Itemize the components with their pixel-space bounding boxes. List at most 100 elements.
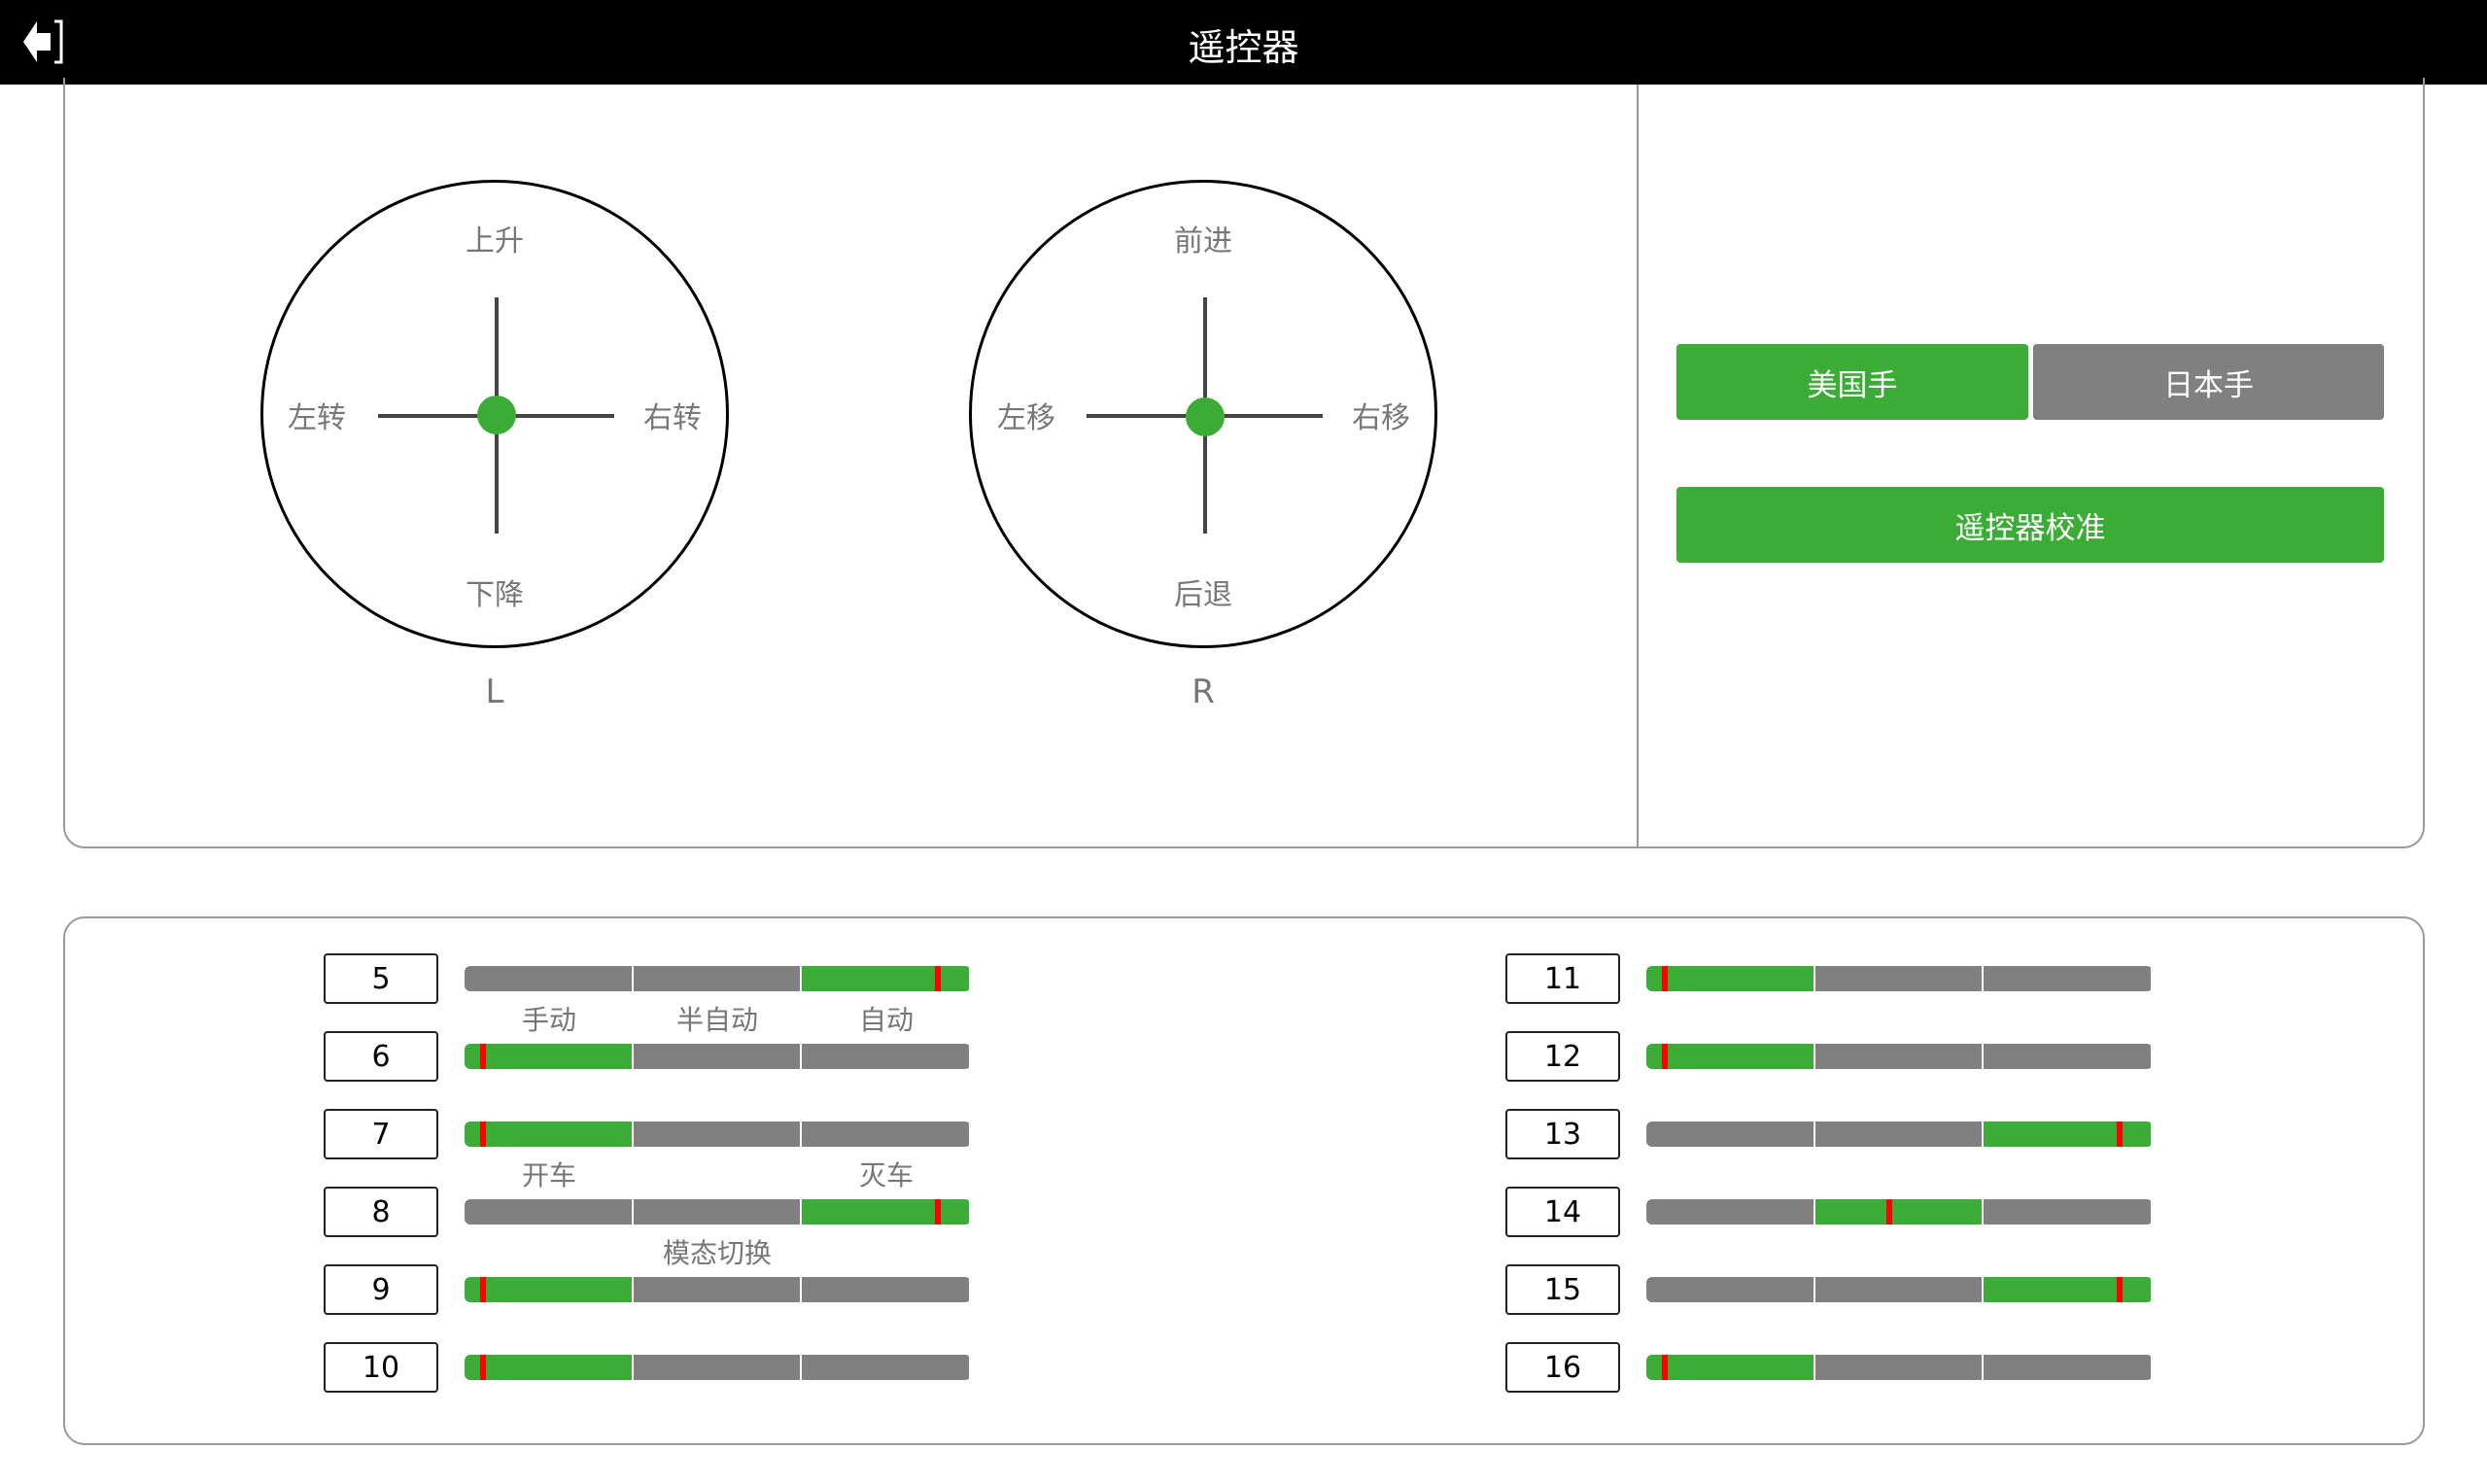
ch5-label-auto: 自动 (858, 1004, 915, 1036)
channel-10-label: 10 (324, 1342, 438, 1393)
bar-segment (465, 1044, 634, 1069)
header-bar: 遥控器 (0, 0, 2487, 85)
channel-value-marker (935, 966, 942, 991)
channel-14-bar (1646, 1199, 2153, 1225)
bar-segment (465, 1122, 634, 1147)
channel-16-bar (1646, 1355, 2153, 1380)
american-mode-button[interactable]: 美国手 (1676, 344, 2028, 420)
channel-11-label: 11 (1505, 953, 1620, 1004)
bar-segment (1814, 966, 1985, 991)
right-left-label: 左移 (997, 401, 1055, 435)
left-up-label: 上升 (466, 224, 524, 259)
panel-divider (1637, 85, 1639, 847)
bar-segment (802, 1044, 971, 1069)
channel-7-bar (465, 1122, 971, 1147)
bar-segment (1984, 966, 2153, 991)
left-stick-circle (260, 180, 729, 648)
left-left-label: 左转 (288, 401, 346, 435)
left-stick-name: L (485, 673, 504, 711)
bar-segment (1814, 1044, 1985, 1069)
right-right-label: 右移 (1352, 401, 1410, 435)
bar-segment (802, 1199, 971, 1225)
channel-value-marker (1661, 1044, 1668, 1069)
channel-14-label: 14 (1505, 1187, 1620, 1237)
bar-segment (1646, 1044, 1815, 1069)
bar-segment (1984, 1122, 2153, 1147)
bar-segment (1814, 1122, 1985, 1147)
channel-16-label: 16 (1505, 1342, 1620, 1393)
calibrate-button[interactable]: 遥控器校准 (1676, 487, 2384, 563)
channel-value-marker (1661, 1355, 1668, 1380)
channel-value-marker (2117, 1277, 2124, 1302)
left-stick-position (477, 396, 516, 434)
right-stick-name: R (1192, 673, 1215, 711)
bar-segment (1646, 1355, 1815, 1380)
bar-segment (465, 1277, 634, 1302)
bar-segment (1984, 1277, 2153, 1302)
bar-segment (1814, 1277, 1985, 1302)
bar-segment (1984, 1199, 2153, 1225)
left-right-label: 右转 (643, 401, 702, 435)
channel-6-label: 6 (324, 1031, 438, 1082)
ch7-label-stop: 灭车 (858, 1159, 915, 1191)
channel-12-bar (1646, 1044, 2153, 1069)
left-down-label: 下降 (466, 578, 524, 612)
ch5-label-semi-auto: 半自动 (675, 1004, 759, 1036)
ch8-label-mode-switch: 模态切换 (662, 1237, 773, 1269)
channel-7-label: 7 (324, 1109, 438, 1159)
channel-value-marker (479, 1044, 486, 1069)
bar-segment (465, 966, 634, 991)
ch5-label-manual: 手动 (521, 1004, 577, 1036)
channel-15-label: 15 (1505, 1264, 1620, 1315)
bar-segment (1646, 1199, 1815, 1225)
bar-segment (633, 966, 803, 991)
channel-value-marker (1661, 966, 1668, 991)
channel-11-bar (1646, 966, 2153, 991)
channel-value-marker (1886, 1199, 1893, 1225)
bar-segment (1646, 1277, 1815, 1302)
channel-13-label: 13 (1505, 1109, 1620, 1159)
channel-12-label: 12 (1505, 1031, 1620, 1082)
bar-segment (1814, 1199, 1985, 1225)
bar-segment (633, 1277, 803, 1302)
page-title: 遥控器 (1188, 26, 1299, 69)
bar-segment (802, 966, 971, 991)
channel-8-bar (465, 1199, 971, 1225)
bar-segment (802, 1277, 971, 1302)
bar-segment (1646, 1122, 1815, 1147)
channel-value-marker (935, 1199, 942, 1225)
bar-segment (465, 1355, 634, 1380)
channel-8-label: 8 (324, 1187, 438, 1237)
bar-segment (633, 1355, 803, 1380)
right-stick-circle (969, 180, 1437, 648)
right-up-label: 前进 (1174, 224, 1232, 259)
channel-9-bar (465, 1277, 971, 1302)
channels-panel (63, 916, 2425, 1445)
right-stick-position (1186, 397, 1225, 436)
channel-15-bar (1646, 1277, 2153, 1302)
bar-segment (802, 1355, 971, 1380)
channel-value-marker (479, 1122, 486, 1147)
bar-segment (1814, 1355, 1985, 1380)
bar-segment (802, 1122, 971, 1147)
bar-segment (633, 1122, 803, 1147)
bar-segment (633, 1199, 803, 1225)
bar-segment (1984, 1355, 2153, 1380)
channel-5-bar (465, 966, 971, 991)
back-exit-icon[interactable] (21, 17, 64, 66)
ch7-label-start: 开车 (521, 1159, 577, 1191)
right-down-label: 后退 (1174, 578, 1232, 612)
japanese-mode-button[interactable]: 日本手 (2033, 344, 2384, 420)
bar-segment (1984, 1044, 2153, 1069)
channel-5-label: 5 (324, 953, 438, 1004)
channel-value-marker (2117, 1122, 2124, 1147)
bar-segment (633, 1044, 803, 1069)
channel-value-marker (479, 1355, 486, 1380)
channel-value-marker (479, 1277, 486, 1302)
bar-segment (465, 1199, 634, 1225)
bar-segment (1646, 966, 1815, 991)
channel-9-label: 9 (324, 1264, 438, 1315)
channel-13-bar (1646, 1122, 2153, 1147)
channel-6-bar (465, 1044, 971, 1069)
channel-10-bar (465, 1355, 971, 1380)
